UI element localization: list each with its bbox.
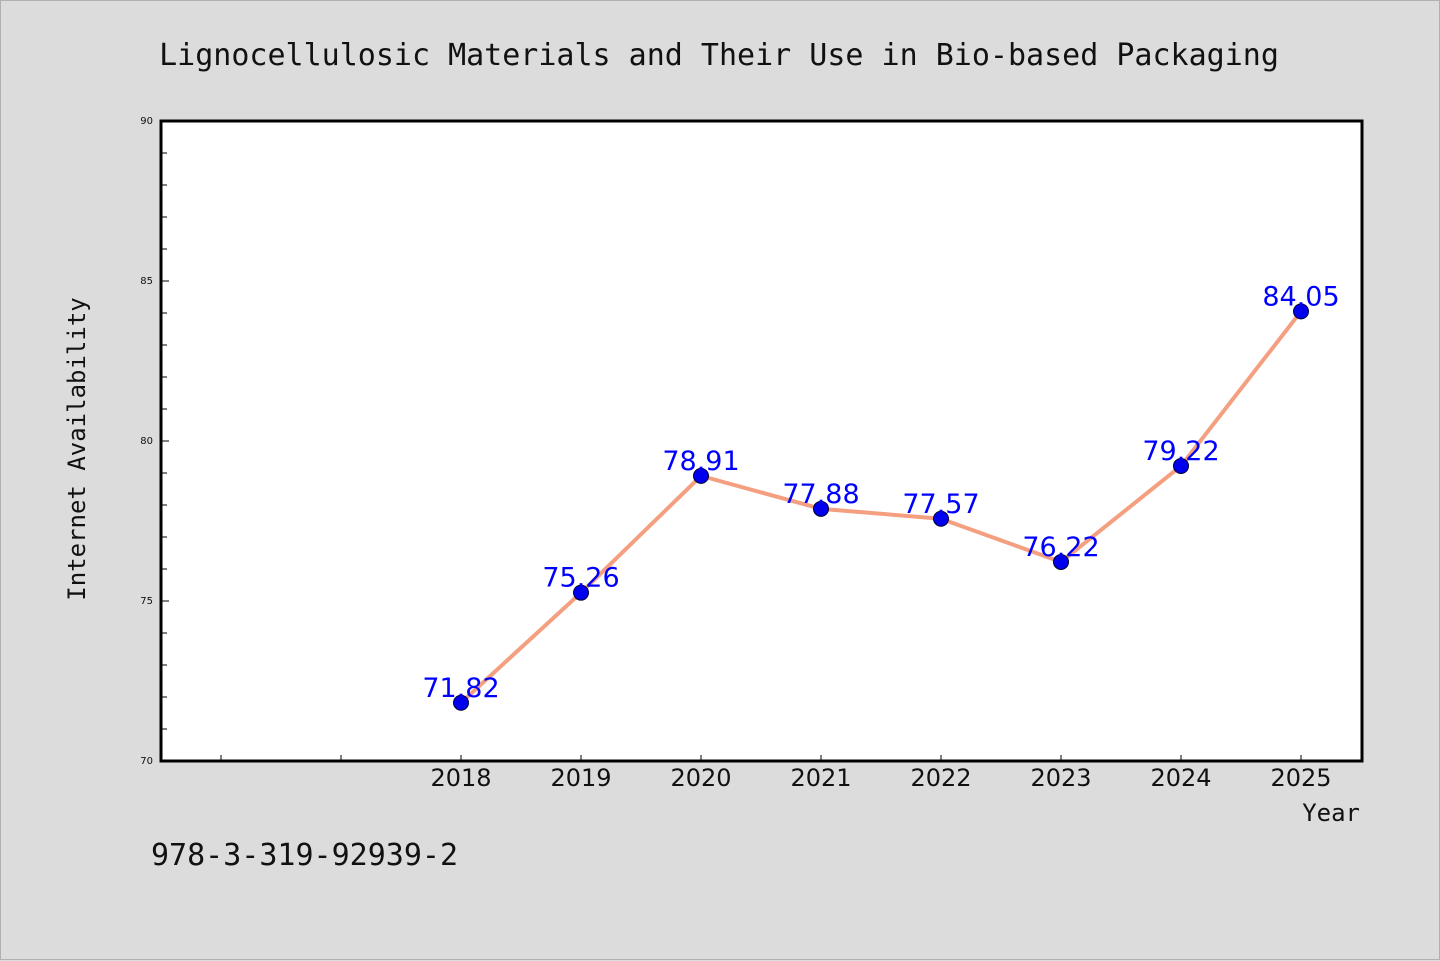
x-tick-label: 2019	[550, 764, 611, 792]
data-point	[1053, 553, 1069, 570]
data-label: 79.22	[1142, 436, 1219, 467]
data-point	[453, 694, 469, 711]
data-label: 77.57	[902, 489, 979, 520]
data-label: 77.88	[782, 479, 859, 510]
data-label: 75.26	[542, 563, 619, 594]
y-axis-label: Internet Availability	[63, 297, 91, 600]
series: 71.82 75.26 78.91 77.88 77.57 76.22 79.22 84.05	[422, 281, 1340, 711]
data-label: 84.05	[1262, 281, 1339, 312]
isbn-text: 978-3-319-92939-2	[151, 838, 458, 873]
x-tick-label: 2023	[1030, 764, 1091, 792]
data-point	[813, 500, 829, 517]
y-axis: 70 75 80 85 90	[140, 116, 169, 767]
x-tick-label: 2024	[1150, 764, 1211, 792]
chart-title: Lignocellulosic Materials and Their Use …	[159, 38, 1279, 73]
plot-area	[159, 119, 1364, 763]
x-axis-label: Year	[1302, 799, 1360, 827]
y-tick-label: 90	[140, 116, 153, 127]
data-label: 76.22	[1022, 532, 1099, 563]
data-point	[1293, 303, 1309, 320]
data-label: 78.91	[662, 446, 739, 477]
y-tick-label: 70	[140, 756, 153, 767]
data-point	[933, 510, 949, 527]
y-tick-label: 85	[140, 276, 153, 287]
x-tick-label: 2025	[1270, 764, 1331, 792]
y-tick-label: 75	[140, 596, 153, 607]
data-point	[693, 467, 709, 484]
x-tick-label: 2020	[670, 764, 731, 792]
data-point	[573, 584, 589, 601]
data-point	[1173, 457, 1189, 474]
x-tick-label: 2022	[910, 764, 971, 792]
data-label: 71.82	[422, 673, 499, 704]
y-tick-label: 80	[140, 436, 153, 447]
series-line	[459, 309, 1303, 705]
x-axis: 2018 2019 2020 2021 2022 2023 2024 2025	[220, 755, 1332, 792]
x-tick-label: 2018	[430, 764, 491, 792]
x-tick-label: 2021	[790, 764, 851, 792]
